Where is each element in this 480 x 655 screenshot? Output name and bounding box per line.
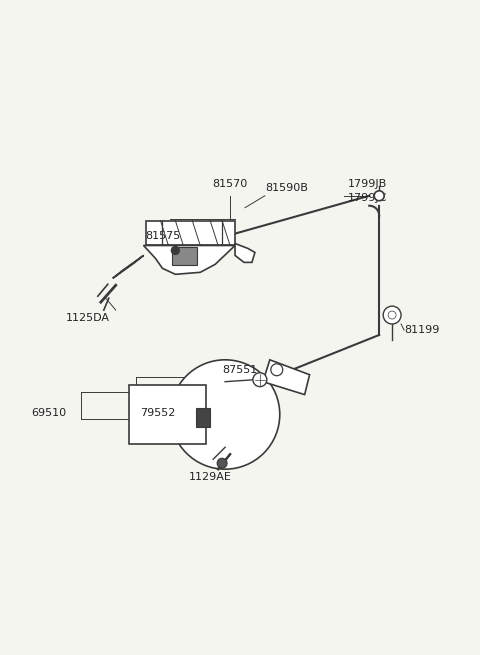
Text: 81199: 81199 [404,325,439,335]
Bar [129,384,206,444]
Circle shape [388,311,396,319]
Circle shape [170,360,280,469]
Text: 69510: 69510 [31,407,66,417]
Text: 81575: 81575 [145,231,181,240]
Circle shape [171,246,180,254]
Text: 1125DA: 1125DA [66,313,110,323]
Polygon shape [144,246,235,274]
Bar [196,407,210,428]
Polygon shape [113,255,144,278]
Text: 1799JC: 1799JC [348,193,387,203]
Text: 81570: 81570 [213,179,248,189]
Text: 1799JB: 1799JB [348,179,386,189]
Circle shape [217,458,227,468]
Text: 87551: 87551 [222,365,257,375]
Circle shape [374,191,384,200]
Text: 79552: 79552 [141,407,176,417]
Text: 1129AE: 1129AE [189,472,232,482]
Text: 81590B: 81590B [265,183,308,193]
Circle shape [271,364,283,376]
Bar [145,221,235,246]
Circle shape [383,306,401,324]
Polygon shape [263,360,310,394]
Bar [172,248,197,265]
Circle shape [253,373,267,386]
Polygon shape [235,244,255,263]
